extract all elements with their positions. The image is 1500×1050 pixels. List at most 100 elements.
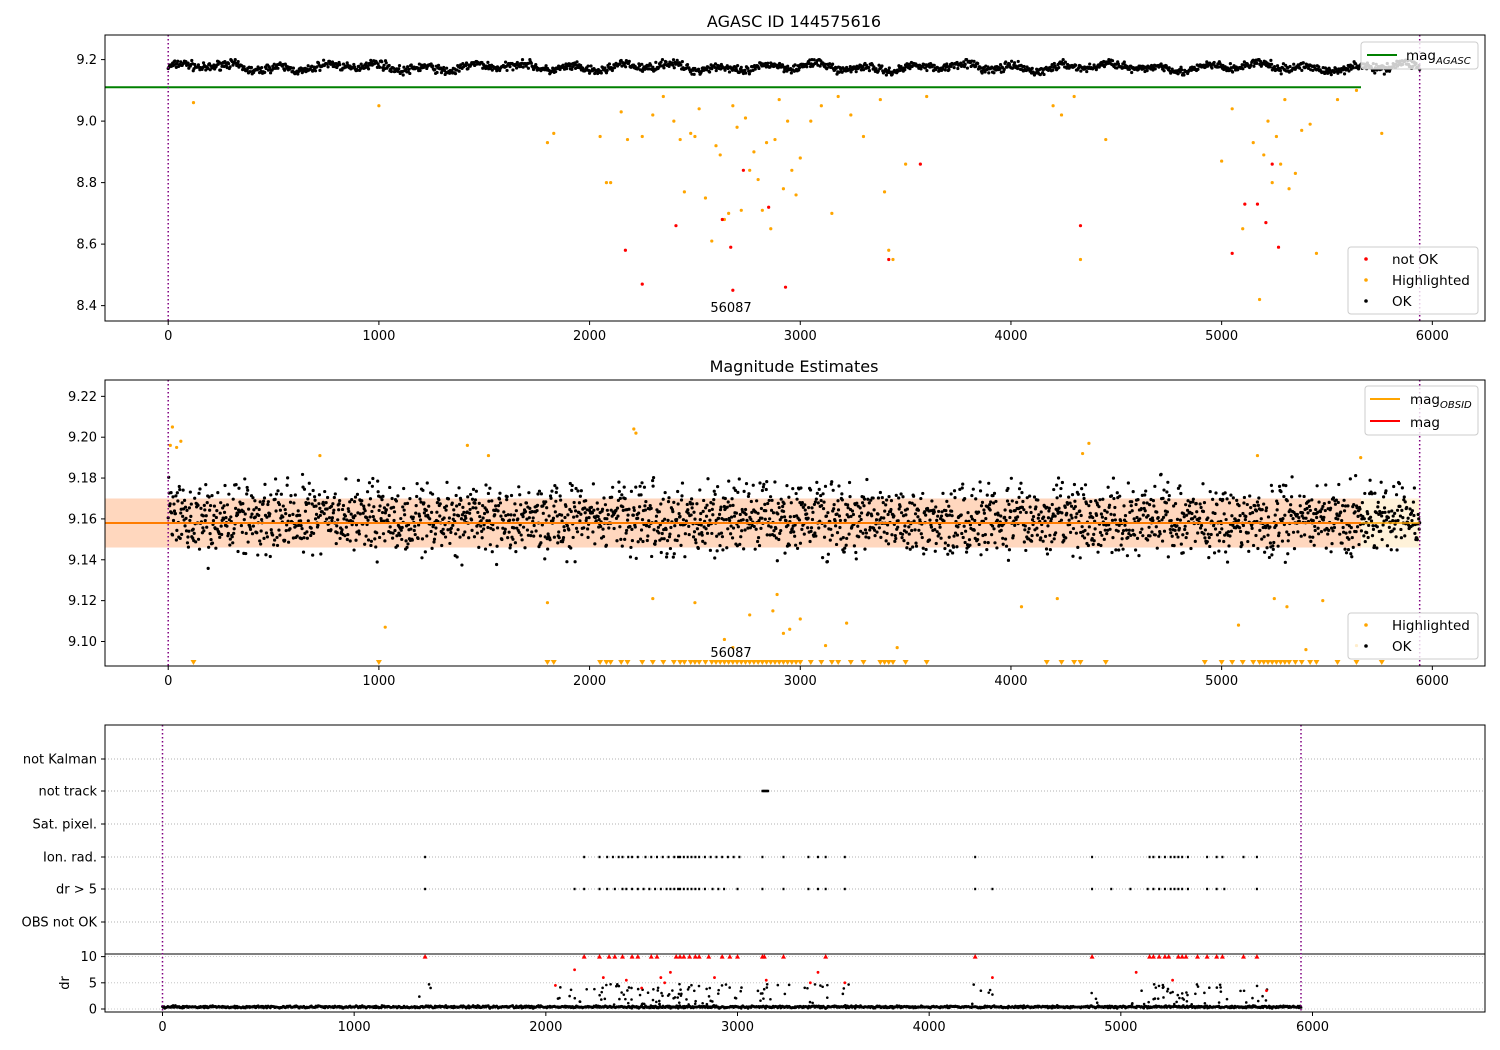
ok-point	[1086, 532, 1090, 536]
ok-point	[1134, 502, 1138, 507]
ok-point	[822, 535, 827, 539]
ok-point	[842, 550, 846, 554]
ok-point	[1370, 492, 1374, 496]
ok-point	[1178, 484, 1182, 488]
ok-point	[812, 502, 817, 507]
flag-point	[673, 855, 676, 859]
ok-point	[777, 537, 781, 542]
ok-point	[1029, 539, 1034, 543]
ok-point	[187, 529, 191, 533]
ok-point	[462, 510, 466, 514]
ok-point	[702, 498, 706, 503]
ok-point	[325, 507, 329, 511]
ok-point	[1052, 487, 1056, 492]
ok-point	[579, 489, 583, 493]
ok-point	[405, 501, 410, 505]
ok-point	[866, 497, 870, 501]
ok-point	[959, 513, 963, 517]
ok-point	[829, 482, 833, 486]
ok-point	[586, 527, 590, 531]
ok-point	[673, 524, 677, 528]
ok-point	[1289, 513, 1293, 518]
ok-point	[281, 504, 285, 508]
ok-point	[1311, 68, 1315, 72]
ok-point	[422, 511, 426, 515]
ok-point	[603, 66, 607, 70]
ok-point	[961, 482, 965, 486]
ok-point	[582, 526, 586, 530]
ok-point	[171, 518, 176, 523]
ok-point	[479, 519, 483, 523]
ok-point	[716, 516, 721, 520]
ok-point	[859, 517, 863, 522]
ok-point	[1392, 527, 1396, 531]
ok-point	[946, 552, 950, 556]
flag-point	[424, 855, 427, 859]
ok-point	[353, 495, 358, 499]
ok-point	[698, 488, 702, 492]
ok-point	[829, 527, 833, 531]
ok-point	[779, 529, 783, 533]
ok-point	[1063, 60, 1067, 64]
ok-point	[431, 523, 436, 527]
ok-point	[1213, 511, 1217, 516]
ok-point	[753, 547, 757, 551]
ok-point	[1269, 483, 1273, 487]
ok-point	[1253, 61, 1257, 66]
ok-point	[450, 501, 454, 505]
ok-point	[607, 62, 612, 66]
ok-point	[1098, 498, 1102, 502]
ok-point	[259, 542, 263, 546]
flag-point	[1173, 855, 1176, 859]
ok-point	[222, 510, 227, 514]
ok-point	[1152, 504, 1156, 508]
ok-point	[848, 494, 852, 499]
ok-point	[689, 513, 693, 517]
ok-point	[452, 513, 456, 517]
highlighted-point	[168, 443, 172, 447]
ok-point	[338, 498, 342, 503]
panel1-frame	[104, 34, 1486, 322]
ok-point	[1253, 504, 1257, 508]
highlighted-point	[878, 97, 882, 102]
ok-point	[284, 528, 288, 533]
ok-point	[1124, 528, 1129, 532]
ok-point	[1126, 481, 1130, 485]
ok-point	[486, 491, 491, 496]
ok-point	[416, 66, 420, 70]
ok-point	[1317, 65, 1321, 69]
ok-point	[941, 491, 945, 495]
ok-point	[503, 530, 507, 534]
ok-point	[505, 68, 509, 73]
highlighted-point	[790, 168, 794, 172]
ok-point	[1179, 65, 1183, 69]
ok-point	[1191, 497, 1195, 501]
ok-point	[825, 67, 829, 71]
ok-point	[1115, 66, 1119, 70]
ok-point	[1010, 499, 1014, 503]
ok-point	[599, 524, 603, 529]
ok-point	[471, 506, 475, 510]
ok-point	[1279, 72, 1283, 76]
ok-point	[766, 501, 770, 506]
ok-point	[1026, 530, 1030, 534]
ok-point	[866, 511, 870, 515]
ok-point	[1362, 534, 1366, 538]
ok-point	[178, 536, 182, 541]
ok-point	[690, 502, 695, 506]
ok-point	[263, 70, 267, 75]
flag-point	[703, 887, 706, 891]
ok-point	[283, 538, 287, 542]
ok-point	[984, 517, 988, 521]
ok-point	[1235, 498, 1239, 503]
ok-point	[640, 62, 644, 66]
ok-point	[698, 517, 702, 522]
ok-point	[1130, 70, 1134, 75]
ok-point	[1230, 514, 1234, 518]
ok-point	[532, 534, 536, 538]
ok-point	[323, 489, 327, 494]
ok-point	[1023, 524, 1027, 528]
flag-point	[606, 887, 609, 891]
ok-point	[901, 495, 905, 499]
ok-point	[790, 527, 794, 531]
